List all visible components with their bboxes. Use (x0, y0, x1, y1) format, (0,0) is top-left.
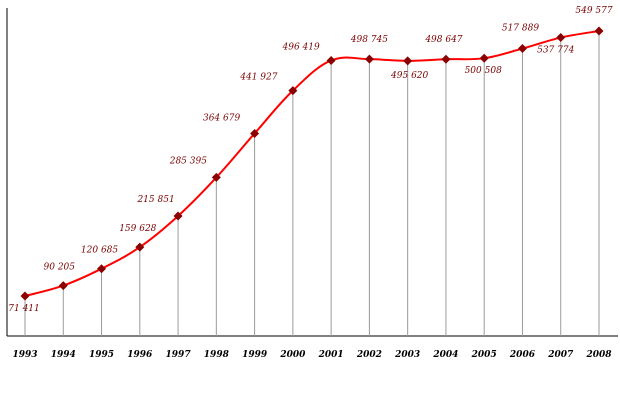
x-tick-label-2002: 2002 (356, 350, 382, 360)
data-label-1994: 90 205 (44, 263, 76, 273)
x-tick-label-1993: 1993 (12, 350, 37, 360)
data-point-2000 (288, 86, 298, 96)
x-tick-label-2008: 2008 (585, 350, 612, 360)
x-tick-label-1994: 1994 (51, 350, 76, 360)
data-label-2008: 549 577 (575, 6, 612, 16)
x-tick-label-2003: 2003 (394, 350, 420, 360)
x-tick-labels-group: 1993 1994 1995 1996 1997 1998 1999 2000 2001 2002… (12, 350, 612, 360)
data-point-1994 (58, 281, 68, 291)
data-label-2004: 498 647 (424, 35, 462, 45)
x-tick-label-2000: 2000 (279, 350, 306, 360)
data-point-2007 (556, 33, 566, 43)
data-label-2007: 537 774 (537, 46, 574, 56)
data-label-2006: 517 889 (502, 24, 539, 34)
data-label-2002: 498 745 (350, 35, 388, 45)
x-tick-label-1997: 1997 (166, 350, 192, 360)
data-point-2008 (594, 26, 604, 36)
markers-group (20, 26, 604, 301)
series-line-group (24, 30, 600, 297)
data-label-1993: 71 411 (8, 304, 40, 314)
data-label-1999: 364 679 (203, 113, 240, 123)
x-tick-label-2004: 2004 (432, 350, 458, 360)
data-point-2005 (479, 53, 489, 63)
data-point-1996 (135, 242, 145, 252)
data-point-1993 (20, 291, 30, 301)
data-label-2005: 500 508 (465, 66, 502, 76)
x-tick-label-2001: 2001 (318, 350, 344, 360)
data-point-1999 (250, 128, 260, 138)
data-point-2006 (517, 44, 527, 54)
data-label-2003: 495 620 (390, 71, 428, 81)
data-point-2003 (403, 56, 413, 66)
data-point-2004 (441, 54, 451, 64)
data-label-1996: 159 628 (119, 224, 156, 234)
data-label-2000: 441 927 (239, 73, 277, 83)
data-label-1995: 120 685 (81, 246, 118, 256)
x-tick-label-1996: 1996 (127, 350, 153, 360)
x-tick-label-2005: 2005 (471, 350, 497, 360)
data-labels-group: 71 411 90 205 120 685 159 628 215 851 285 395… (8, 6, 613, 314)
x-tick-label-2006: 2006 (509, 350, 536, 360)
x-tick-label-1995: 1995 (89, 350, 114, 360)
x-tick-label-1998: 1998 (204, 350, 230, 360)
data-label-1998: 285 395 (169, 156, 207, 166)
data-point-1998 (211, 172, 221, 182)
data-point-1995 (97, 264, 107, 274)
data-label-1997: 215 851 (136, 195, 174, 205)
x-tick-label-1999: 1999 (242, 350, 268, 360)
drop-lines (24, 31, 600, 336)
series-line (24, 30, 600, 297)
x-tick-label-2007: 2007 (547, 350, 574, 360)
data-label-2001: 496 419 (282, 42, 320, 52)
data-point-1997 (173, 211, 183, 221)
data-point-2002 (364, 54, 374, 64)
data-point-2001 (326, 55, 336, 65)
